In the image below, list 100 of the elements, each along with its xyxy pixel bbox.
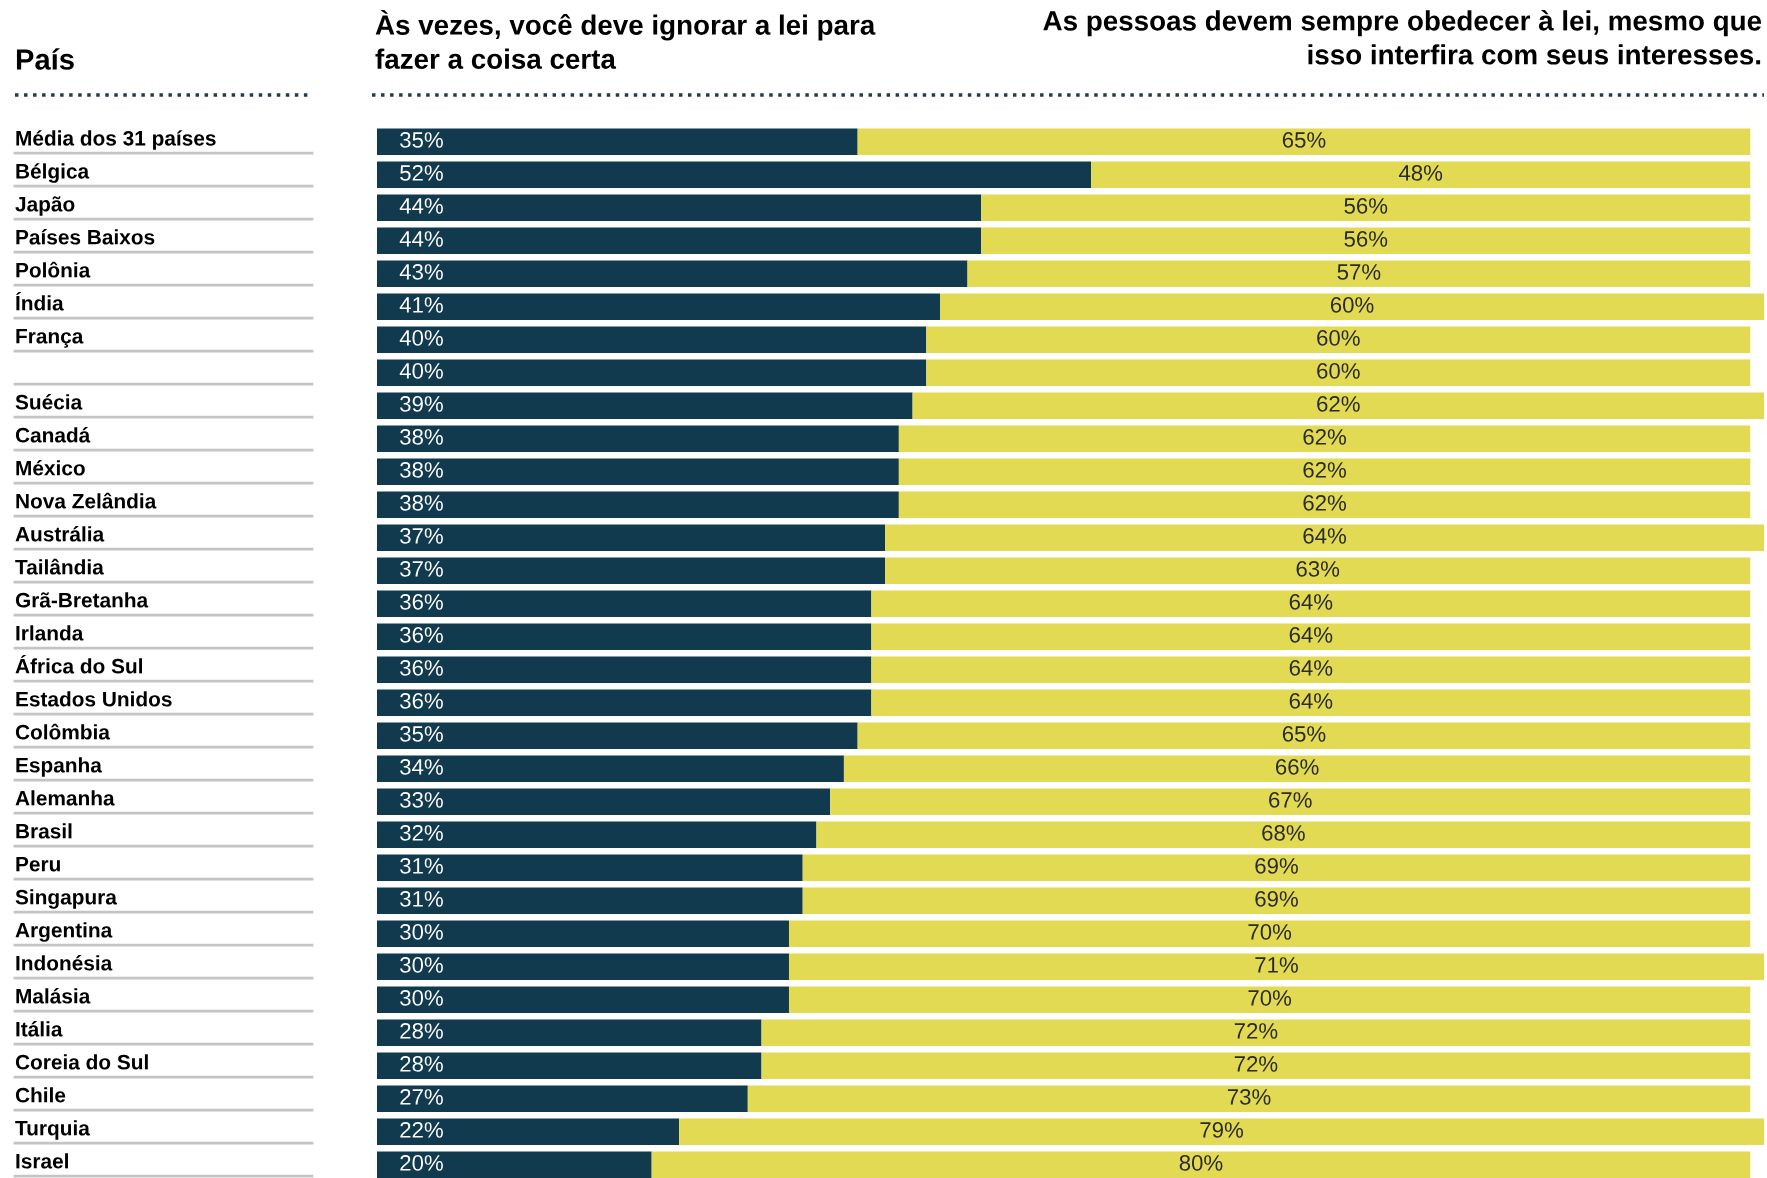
- bar: [377, 458, 899, 485]
- y-tick-label: Alemanha: [15, 790, 115, 806]
- bar: [377, 326, 927, 353]
- data-label: 38%: [400, 462, 443, 478]
- data-label: 60%: [1317, 363, 1360, 379]
- bar: [377, 722, 858, 749]
- data-label: 72%: [1234, 1056, 1278, 1072]
- data-label: 41%: [399, 297, 443, 313]
- y-tick-label: Israel: [16, 1153, 68, 1169]
- bar: [898, 458, 1751, 485]
- data-label: 30%: [400, 957, 443, 973]
- y-tick-label: Japão: [15, 196, 75, 216]
- y-tick-label: Peru: [16, 857, 60, 872]
- y-tick-label: Turquia: [15, 1120, 90, 1140]
- data-label: 37%: [400, 561, 443, 577]
- bar: [940, 293, 1764, 320]
- y-tick-label: México: [16, 460, 85, 476]
- bar: [843, 755, 1751, 782]
- data-label: 39%: [400, 396, 443, 412]
- bar: [857, 722, 1751, 749]
- bar: [788, 953, 1764, 980]
- bar: [830, 788, 1751, 815]
- data-label: 56%: [1344, 198, 1388, 214]
- bar: [926, 326, 1751, 353]
- data-label: 28%: [400, 1023, 443, 1039]
- bar: [788, 986, 1751, 1013]
- y-tick-label: Bélgica: [16, 163, 90, 183]
- y-tick-label: Austrália: [15, 526, 105, 542]
- bar: [802, 854, 1751, 881]
- bar: [377, 1019, 762, 1046]
- bar: [377, 128, 858, 155]
- y-tick-label: Argentina: [15, 922, 113, 942]
- bar: [377, 1118, 680, 1145]
- y-tick-label: Média dos 31 países: [16, 130, 216, 150]
- data-label: 69%: [1255, 891, 1298, 907]
- data-label: 62%: [1303, 495, 1346, 511]
- y-tick-label: Índia: [16, 291, 64, 311]
- data-label: 56%: [1344, 231, 1388, 247]
- data-label: 20%: [400, 1155, 443, 1171]
- data-label: 64%: [1289, 660, 1333, 676]
- data-label: 36%: [400, 660, 443, 676]
- data-label: 64%: [1289, 693, 1333, 709]
- bar: [747, 1085, 1751, 1112]
- bar: [871, 590, 1751, 617]
- bar: [377, 689, 872, 716]
- bar: [377, 557, 886, 584]
- data-label: 31%: [400, 891, 443, 907]
- y-tick-label: Itália: [16, 1021, 63, 1037]
- bar: [871, 689, 1751, 716]
- data-label: 62%: [1303, 462, 1346, 478]
- data-label: 79%: [1200, 1122, 1244, 1138]
- bar: [377, 920, 789, 947]
- bar: [1091, 161, 1751, 188]
- data-label: 36%: [400, 594, 443, 610]
- data-label: 34%: [400, 759, 443, 775]
- data-label: 64%: [1289, 627, 1333, 643]
- bar: [885, 524, 1764, 551]
- data-label: 22%: [400, 1122, 443, 1138]
- bar: [377, 1052, 762, 1079]
- data-label: 57%: [1337, 264, 1381, 280]
- data-label: 52%: [400, 165, 443, 181]
- bar: [967, 260, 1751, 287]
- data-label: 35%: [400, 726, 443, 742]
- bar: [377, 1151, 652, 1178]
- y-axis-title: País: [16, 48, 74, 70]
- y-tick-label: Tailândia: [15, 558, 104, 575]
- y-tick-label: Polônia: [16, 261, 91, 278]
- bar: [871, 623, 1751, 650]
- bar: [651, 1151, 1751, 1178]
- bar: [377, 260, 968, 287]
- y-tick-label: Países Baixos: [16, 229, 155, 245]
- data-label: 71%: [1255, 957, 1298, 973]
- data-label: 48%: [1398, 165, 1443, 181]
- data-label: 64%: [1289, 594, 1333, 610]
- y-tick-label: Grã-Bretanha: [15, 592, 149, 608]
- data-label: 70%: [1248, 990, 1292, 1006]
- bar: [377, 161, 1092, 188]
- data-label: 28%: [400, 1056, 443, 1072]
- bar: [377, 293, 941, 320]
- bar: [981, 194, 1751, 221]
- data-label: 67%: [1269, 792, 1312, 808]
- data-label: 60%: [1317, 330, 1360, 346]
- y-tick-label: Suécia: [15, 394, 83, 410]
- data-label: 31%: [400, 858, 443, 874]
- y-tick-label: Brasil: [16, 823, 72, 839]
- bar: [377, 590, 872, 617]
- data-label: 60%: [1330, 297, 1374, 313]
- bar: [898, 491, 1751, 518]
- data-label: 44%: [399, 198, 443, 214]
- data-label: 73%: [1227, 1089, 1271, 1105]
- bar: [898, 425, 1751, 452]
- data-label: 30%: [400, 990, 443, 1006]
- y-tick-label: França: [16, 329, 84, 348]
- data-label: 80%: [1179, 1155, 1223, 1171]
- y-tick-label: Canadá: [15, 427, 91, 443]
- data-label: 36%: [400, 693, 443, 709]
- bar: [679, 1118, 1764, 1145]
- bar: [377, 425, 899, 452]
- y-tick-label: Indonésia: [16, 955, 113, 971]
- bar: [377, 986, 789, 1013]
